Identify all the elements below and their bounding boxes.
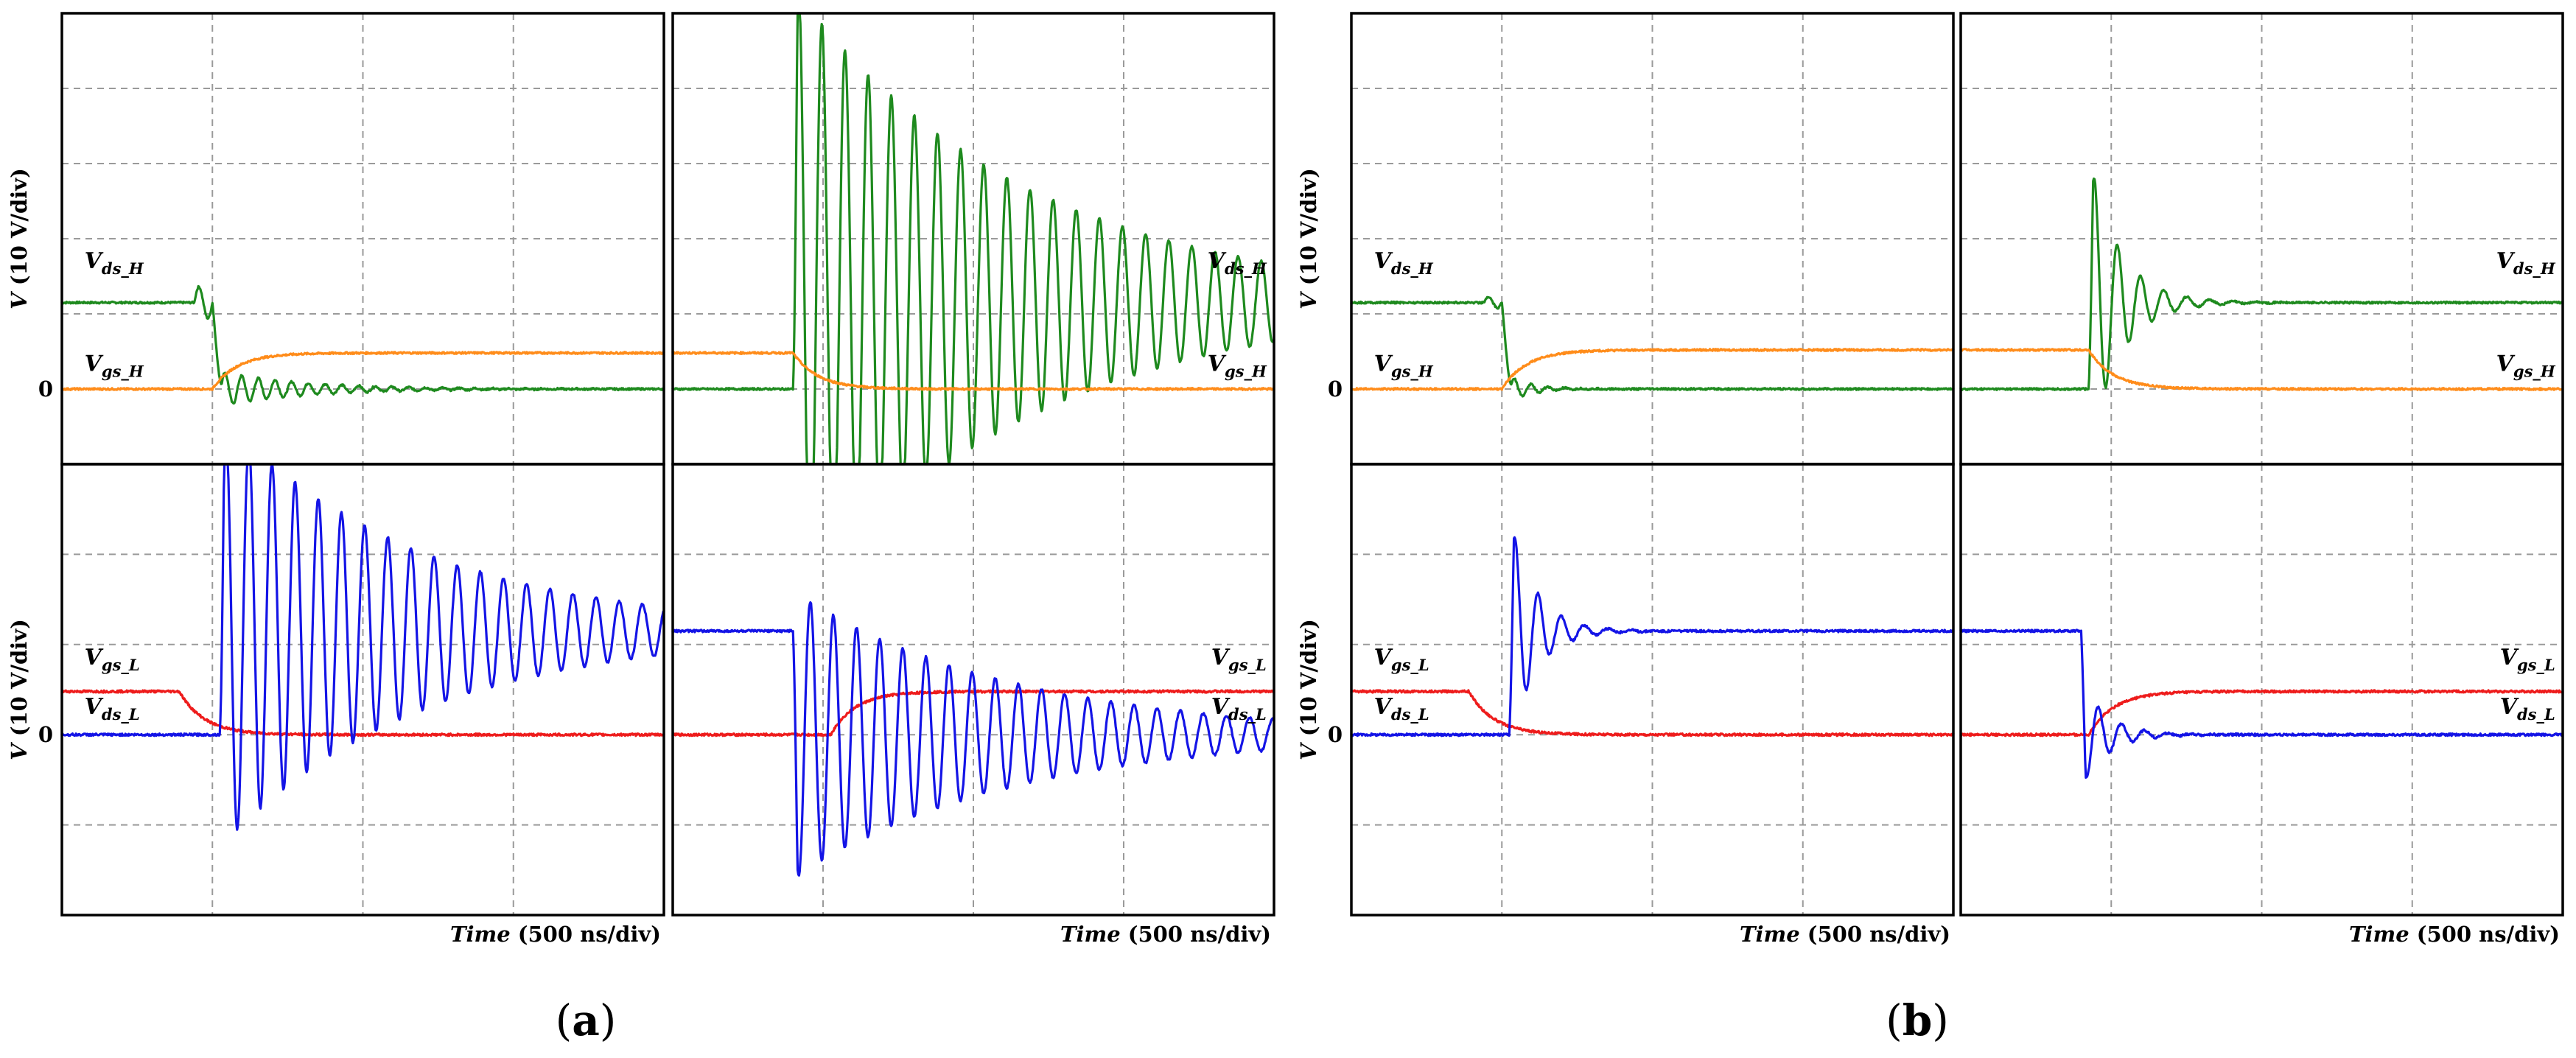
- panel-frame: [1959, 463, 2564, 917]
- series-label-v-ds-l: Vds_L: [85, 694, 140, 724]
- trace-v-ds-l: [60, 463, 665, 831]
- zero-label: 0: [38, 376, 53, 402]
- series-label-v-ds-h: Vds_H: [1208, 248, 1267, 278]
- scope-panel-b-top-left: Vds_H Vgs_H: [1350, 12, 1955, 466]
- trace-v-ds-l: [671, 600, 1275, 877]
- trace-v-ds-h: [1350, 295, 1955, 398]
- trace-v-ds-h: [60, 284, 665, 405]
- grid: [1351, 464, 1953, 915]
- series-label-v-ds-l: Vds_L: [1374, 694, 1429, 724]
- series-label-v-gs-l: Vgs_L: [85, 645, 140, 674]
- grid: [1961, 13, 2563, 464]
- y-axis-label: V (10 V/div): [1296, 168, 1321, 309]
- trace-v-ds-l: [1959, 628, 2564, 780]
- panel-frame: [1350, 463, 1955, 917]
- group-label-a: (a): [556, 995, 617, 1045]
- trace-v-gs-h: [671, 351, 1275, 391]
- time-axis-label: Time (500 ns/div): [2349, 922, 2560, 947]
- time-axis-label: Time (500 ns/div): [450, 922, 661, 947]
- trace-v-ds-h: [671, 12, 1275, 466]
- scope-panel-a-bottom-right: Vgs_L Vds_L: [671, 463, 1275, 917]
- panel-frame: [671, 463, 1275, 917]
- trace-v-gs-l: [1959, 689, 2564, 738]
- scope-panel-b-bottom-left: Vgs_L Vds_L: [1350, 463, 1955, 917]
- grid: [1351, 13, 1953, 464]
- zero-label: 0: [38, 722, 53, 747]
- trace-v-gs-l: [1350, 689, 1955, 738]
- y-axis-label: V (10 V/div): [1296, 619, 1321, 760]
- y-axis-label: V (10 V/div): [7, 619, 32, 760]
- series-label-v-gs-l: Vgs_L: [1211, 645, 1267, 674]
- grid: [673, 13, 1274, 464]
- series-label-v-ds-h: Vds_H: [2496, 248, 2556, 278]
- scope-panel-b-top-right: Vds_H Vgs_H: [1959, 12, 2564, 466]
- trace-v-gs-h: [60, 351, 665, 391]
- series-label-v-gs-h: Vgs_H: [85, 351, 144, 381]
- panel-frame: [60, 463, 665, 917]
- series-label-v-ds-l: Vds_L: [1211, 694, 1267, 724]
- scope-panel-b-bottom-right: Vgs_L Vds_L: [1959, 463, 2564, 917]
- trace-v-ds-h: [1959, 177, 2564, 391]
- zero-label: 0: [1328, 376, 1343, 402]
- y-axis-label: V (10 V/div): [7, 168, 32, 309]
- series-label-v-gs-l: Vgs_L: [2500, 645, 2555, 674]
- scope-panel-a-top-left: Vds_H Vgs_H: [60, 12, 665, 466]
- time-axis-label: Time (500 ns/div): [1060, 922, 1271, 947]
- scope-panel-a-bottom-left: Vgs_L Vds_L: [60, 463, 665, 917]
- scope-panel-a-top-right: Vds_H Vgs_H: [671, 12, 1275, 466]
- trace-v-gs-h: [1959, 348, 2564, 391]
- series-label-v-ds-l: Vds_L: [2500, 694, 2555, 724]
- zero-label: 0: [1328, 722, 1343, 747]
- trace-v-gs-l: [671, 689, 1275, 738]
- series-label-v-gs-h: Vgs_H: [1374, 351, 1434, 381]
- trace-v-gs-h: [1350, 348, 1955, 391]
- trace-v-gs-l: [60, 689, 665, 738]
- grid: [673, 464, 1274, 915]
- series-label-v-gs-h: Vgs_H: [1208, 351, 1267, 381]
- series-label-v-ds-h: Vds_H: [1374, 248, 1434, 278]
- series-label-v-ds-h: Vds_H: [85, 248, 144, 278]
- group-label-b: (b): [1886, 995, 1949, 1045]
- series-label-v-gs-l: Vgs_L: [1374, 645, 1429, 674]
- trace-v-ds-l: [1350, 536, 1955, 738]
- series-label-v-gs-h: Vgs_H: [2496, 351, 2556, 381]
- time-axis-label: Time (500 ns/div): [1740, 922, 1950, 947]
- grid: [62, 13, 664, 464]
